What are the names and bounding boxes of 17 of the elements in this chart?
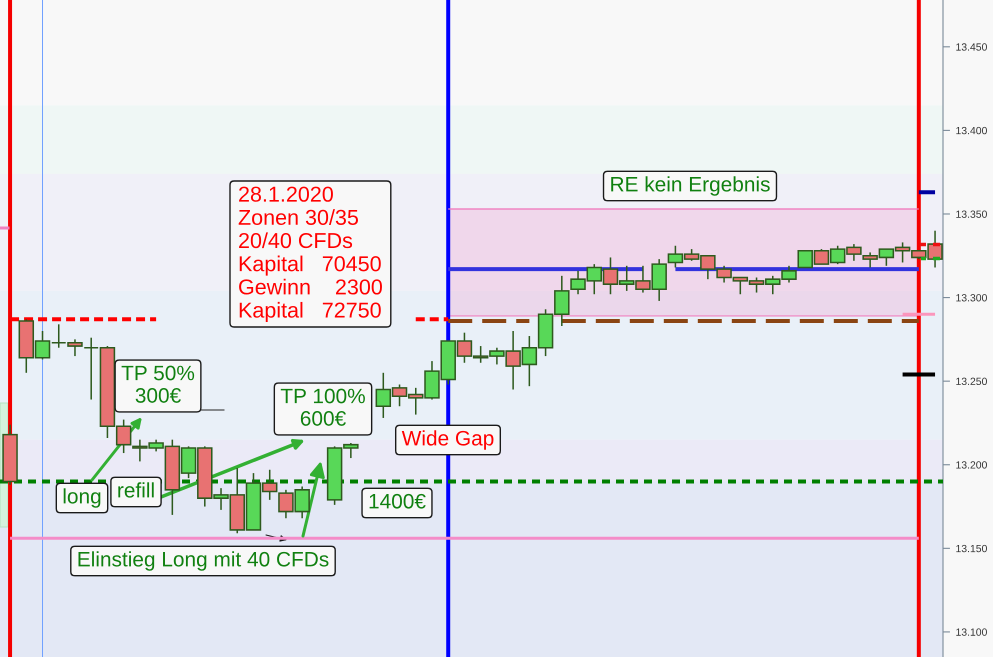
y-tick-label: 13.150 <box>956 544 987 552</box>
annotation: Elinstieg Long mit 40 CFDs <box>78 551 328 571</box>
y-tick-label: 13.250 <box>956 378 987 386</box>
annotation: TP 50% 300€ <box>122 366 194 403</box>
y-tick-label: 13.200 <box>956 461 987 469</box>
annotation: 1400€ <box>370 494 426 509</box>
y-tick-label: 13.450 <box>956 43 987 51</box>
y-tick-label: 13.400 <box>956 126 987 134</box>
y-tick-label: 13.350 <box>956 210 987 218</box>
annotation: RE kein Ergebnis <box>611 176 770 196</box>
y-tick-label: 13.100 <box>956 628 987 636</box>
annotation: 28.1.2020 Zonen 30/35 20/40 CFDs Kapital 70450 Gewinn 2300 Kapital 72750 <box>238 186 382 322</box>
annotation: refill <box>118 482 154 498</box>
annotation: Wide Gap <box>402 430 494 450</box>
annotation: long <box>64 488 100 508</box>
annotation: TP 100% 600€ <box>280 388 365 426</box>
y-tick-label: 13.300 <box>956 294 987 302</box>
